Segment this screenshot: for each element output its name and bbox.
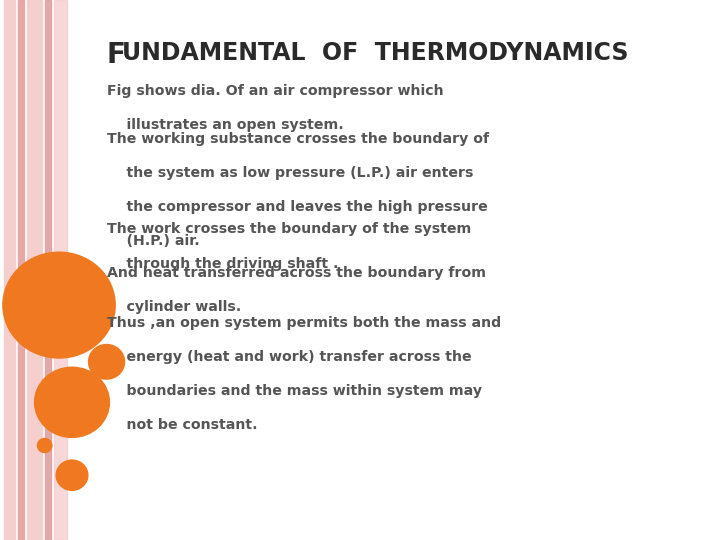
- Ellipse shape: [35, 367, 109, 437]
- Text: The work crosses the boundary of the system: The work crosses the boundary of the sys…: [107, 222, 471, 237]
- Text: The working substance crosses the boundary of: The working substance crosses the bounda…: [107, 132, 489, 146]
- Bar: [54, 0, 67, 540]
- Bar: [4, 0, 15, 540]
- Bar: [18, 0, 24, 540]
- Text: boundaries and the mass within system may: boundaries and the mass within system ma…: [107, 384, 482, 398]
- Text: F: F: [107, 41, 125, 69]
- Text: Thus ,an open system permits both the mass and: Thus ,an open system permits both the ma…: [107, 316, 501, 330]
- Text: through the driving shaft .: through the driving shaft .: [107, 256, 338, 271]
- Bar: [27, 0, 42, 540]
- Text: not be constant.: not be constant.: [107, 418, 257, 432]
- Text: the system as low pressure (L.P.) air enters: the system as low pressure (L.P.) air en…: [107, 166, 473, 180]
- Ellipse shape: [3, 252, 115, 358]
- Ellipse shape: [89, 345, 125, 379]
- Text: And heat transferred across the boundary from: And heat transferred across the boundary…: [107, 266, 485, 280]
- Text: the compressor and leaves the high pressure: the compressor and leaves the high press…: [107, 200, 487, 214]
- Text: cylinder walls.: cylinder walls.: [107, 300, 240, 314]
- Bar: [45, 0, 51, 540]
- Text: UNDAMENTAL  OF  THERMODYNAMICS: UNDAMENTAL OF THERMODYNAMICS: [122, 41, 628, 65]
- Text: Fig shows dia. Of an air compressor which: Fig shows dia. Of an air compressor whic…: [107, 84, 444, 98]
- Text: (H.P.) air.: (H.P.) air.: [107, 234, 199, 248]
- Ellipse shape: [37, 438, 52, 453]
- Ellipse shape: [56, 460, 88, 490]
- Text: energy (heat and work) transfer across the: energy (heat and work) transfer across t…: [107, 350, 471, 364]
- Text: illustrates an open system.: illustrates an open system.: [107, 118, 343, 132]
